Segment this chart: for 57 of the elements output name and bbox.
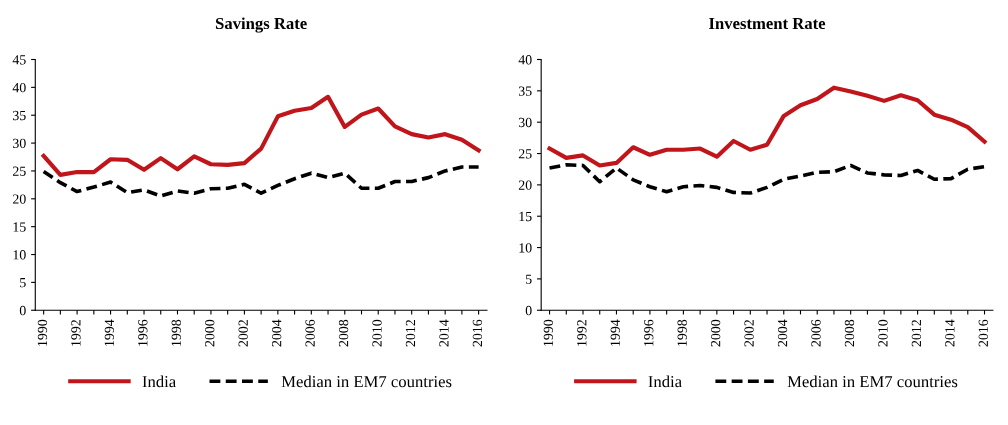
x-tick-label: 2004 bbox=[777, 319, 788, 347]
y-tick-label: 35 bbox=[13, 110, 26, 121]
x-tick-label: 1994 bbox=[610, 319, 620, 346]
x-tick-label: 2014 bbox=[945, 319, 955, 347]
y-tick-label: 5 bbox=[526, 274, 532, 284]
y-tick-label: 5 bbox=[20, 278, 26, 288]
line-series bbox=[547, 163, 987, 195]
y-tick-label: 40 bbox=[12, 82, 26, 93]
x-tick-label: 2012 bbox=[911, 320, 922, 347]
x-tick-label: 1990 bbox=[543, 319, 554, 346]
y-tick-label: 20 bbox=[12, 194, 26, 204]
x-tick-label: 2000 bbox=[710, 319, 721, 347]
y-tick-label: 45 bbox=[12, 55, 26, 65]
y-tick-label: 25 bbox=[518, 149, 532, 159]
x-tick-label: 1992 bbox=[71, 320, 81, 346]
x-tick-label: 2002 bbox=[744, 320, 754, 347]
y-tick-label: 30 bbox=[13, 138, 26, 149]
x-tick-label: 2008 bbox=[338, 319, 349, 347]
line-series bbox=[41, 94, 481, 177]
x-tick-label: 2004 bbox=[271, 319, 282, 347]
y-tick-label: 10 bbox=[519, 243, 532, 253]
x-tick-label: 2012 bbox=[405, 320, 416, 347]
x-tick-label: 1996 bbox=[644, 319, 654, 346]
y-tick-label: 15 bbox=[519, 211, 532, 222]
legend-label: India bbox=[142, 375, 176, 388]
y-tick-label: 25 bbox=[12, 166, 26, 176]
x-tick-label: 1996 bbox=[138, 319, 148, 346]
y-tick-label: 35 bbox=[518, 86, 532, 96]
y-tick-label: 30 bbox=[518, 117, 532, 128]
x-tick-label: 1998 bbox=[677, 319, 687, 346]
y-tick-label: 0 bbox=[525, 305, 532, 316]
chart-title: Investment Rate bbox=[709, 18, 826, 30]
x-tick-label: 2016 bbox=[978, 319, 988, 347]
x-tick-label: 2006 bbox=[811, 319, 821, 347]
y-tick-label: 20 bbox=[518, 180, 532, 190]
legend-label: Median in EM7 countries bbox=[281, 375, 452, 388]
x-tick-label: 1990 bbox=[37, 319, 48, 346]
x-tick-label: 2010 bbox=[372, 319, 382, 347]
y-tick-label: 10 bbox=[13, 250, 26, 260]
legend-label: India bbox=[648, 375, 682, 388]
x-tick-label: 2014 bbox=[439, 319, 449, 347]
x-tick-label: 2010 bbox=[878, 319, 888, 347]
x-tick-label: 2002 bbox=[238, 320, 248, 347]
x-tick-label: 2006 bbox=[305, 319, 315, 347]
y-tick-label: 15 bbox=[13, 222, 26, 232]
chart-title: Savings Rate bbox=[215, 17, 307, 33]
legend-label: Median in EM7 countries bbox=[787, 375, 958, 388]
x-tick-label: 1998 bbox=[171, 319, 181, 346]
y-tick-label: 0 bbox=[19, 305, 26, 316]
x-tick-label: 1992 bbox=[577, 320, 587, 346]
line-series bbox=[41, 165, 481, 198]
x-tick-label: 1994 bbox=[104, 319, 115, 346]
y-tick-label: 40 bbox=[518, 55, 532, 65]
x-tick-label: 2000 bbox=[205, 319, 215, 347]
x-tick-label: 2016 bbox=[472, 319, 483, 347]
line-series bbox=[547, 85, 987, 168]
x-tick-label: 2008 bbox=[844, 319, 855, 347]
